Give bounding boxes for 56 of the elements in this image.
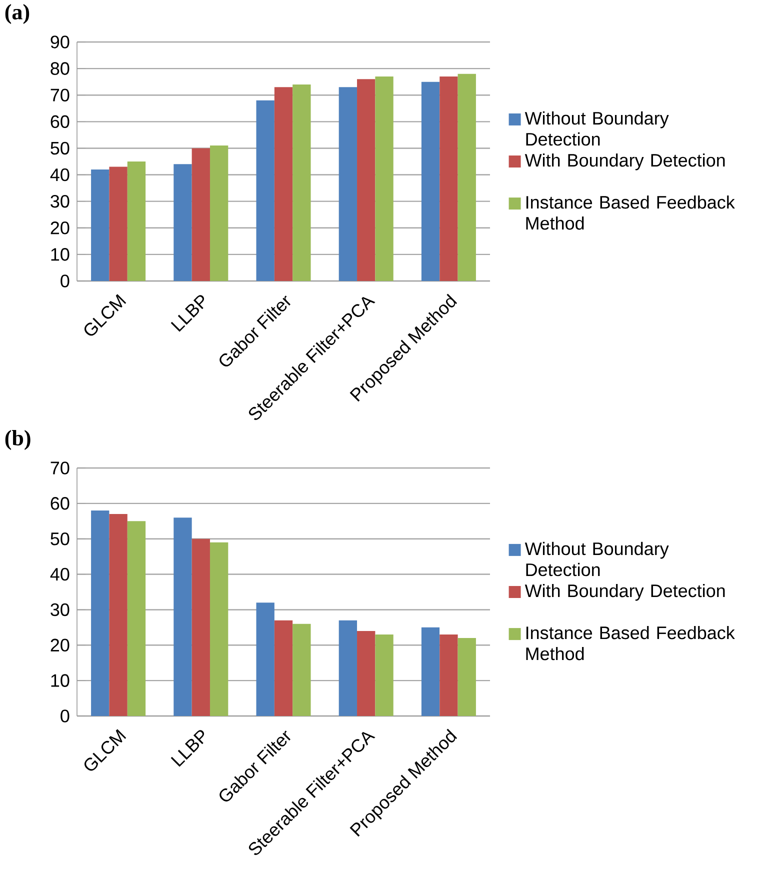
- y-tick-label: 70: [50, 462, 70, 474]
- bar: [357, 79, 376, 281]
- bar: [338, 87, 358, 281]
- bar: [109, 514, 128, 716]
- y-tick-label: 60: [50, 497, 70, 510]
- legend-label: Without Boundary Detection: [524, 111, 669, 146]
- y-tick-label: 50: [50, 142, 70, 155]
- legend-label: With Boundary Detection: [524, 153, 725, 170]
- bar: [256, 602, 274, 716]
- y-tick-label: 10: [51, 248, 70, 261]
- y-tick-label: 0: [60, 710, 70, 722]
- bar: [375, 76, 394, 281]
- bar: [421, 82, 440, 281]
- bar: [292, 84, 311, 281]
- bar: [127, 521, 146, 716]
- y-tick-label: 50: [50, 532, 70, 546]
- y-tick-label: 80: [50, 62, 70, 75]
- bar: [458, 74, 476, 281]
- y-tick-label: 20: [50, 221, 70, 234]
- bar: [109, 166, 128, 281]
- bar: [357, 630, 376, 716]
- bar: [440, 634, 458, 716]
- bar: [91, 169, 110, 281]
- bar: [91, 510, 110, 716]
- bar: [421, 627, 440, 716]
- bar: [274, 620, 293, 716]
- y-tick-label: 60: [50, 115, 70, 128]
- bar: [174, 164, 192, 281]
- bar: [192, 148, 210, 281]
- legend-label: Without Boundary Detection: [524, 542, 669, 576]
- bar: [338, 620, 358, 716]
- chart-title: (b): [5, 430, 30, 450]
- bar: [458, 638, 476, 716]
- y-tick-label: 10: [51, 674, 70, 687]
- y-tick-label: 40: [50, 168, 70, 182]
- y-tick-label: 40: [50, 568, 70, 581]
- legend-label: With Boundary Detection: [524, 584, 725, 601]
- bar: [127, 161, 146, 281]
- legend-label: Instance Based Feedback Method: [526, 626, 735, 660]
- y-tick-label: 70: [50, 88, 70, 102]
- bar: [256, 100, 274, 281]
- bar: [375, 634, 394, 716]
- legend-label: Instance Based Feedback Method: [526, 196, 735, 230]
- bar: [174, 518, 192, 716]
- bar: [274, 87, 293, 281]
- y-tick-label: 0: [60, 274, 70, 288]
- bar: [192, 538, 210, 716]
- chart-title: (a): [5, 4, 30, 24]
- bar: [210, 542, 228, 716]
- y-tick-label: 30: [50, 194, 70, 208]
- bar: [440, 76, 458, 281]
- y-tick-label: 20: [50, 638, 70, 652]
- y-tick-label: 90: [50, 36, 70, 48]
- bar: [210, 146, 228, 281]
- y-tick-label: 30: [50, 603, 70, 616]
- bar: [292, 624, 311, 716]
